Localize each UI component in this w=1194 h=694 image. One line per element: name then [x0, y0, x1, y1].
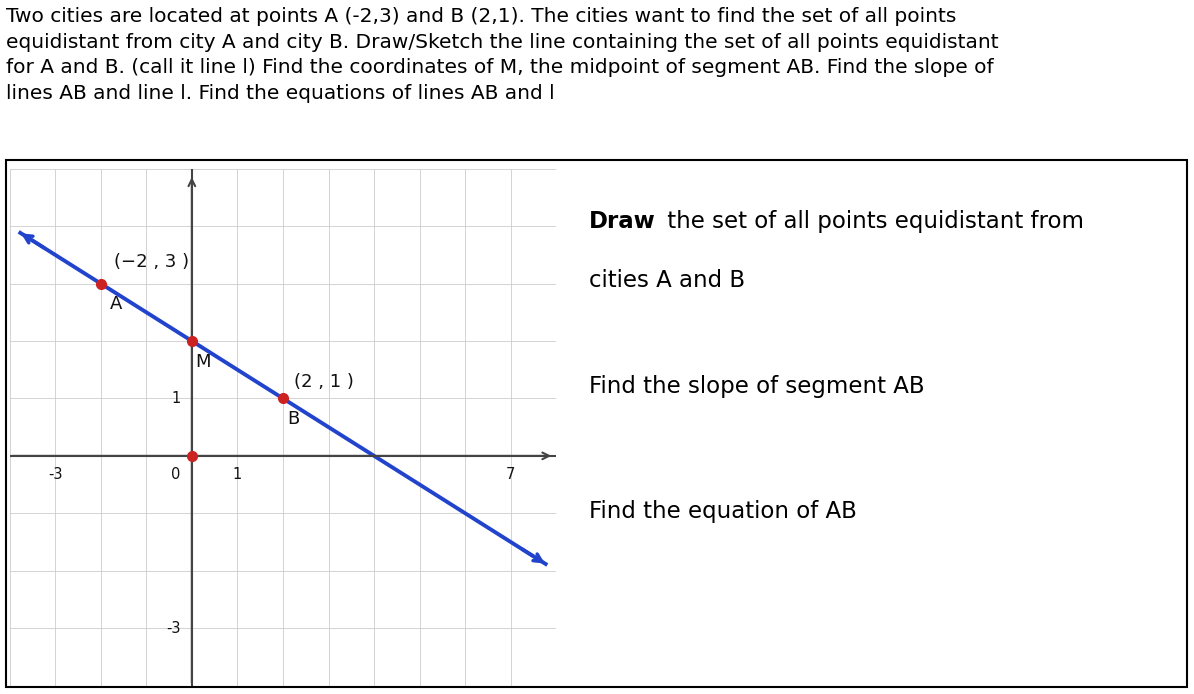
Text: Draw: Draw — [589, 210, 656, 233]
Text: 0: 0 — [171, 467, 180, 482]
Text: Two cities are located at points A (-2,3) and B (2,1). The cities want to find t: Two cities are located at points A (-2,3… — [6, 7, 998, 103]
Text: 1: 1 — [171, 391, 180, 406]
Text: 7: 7 — [506, 467, 516, 482]
Text: B: B — [288, 410, 300, 428]
Text: (2 , 1 ): (2 , 1 ) — [295, 373, 355, 391]
Text: Find the slope of segment AB: Find the slope of segment AB — [589, 375, 925, 398]
Text: -3: -3 — [48, 467, 62, 482]
Text: -3: -3 — [166, 620, 180, 636]
Text: A: A — [110, 296, 122, 314]
Text: the set of all points equidistant from: the set of all points equidistant from — [660, 210, 1084, 233]
Text: 1: 1 — [233, 467, 242, 482]
Text: M: M — [196, 353, 211, 371]
Text: cities A and B: cities A and B — [589, 269, 745, 292]
Text: (−2 , 3 ): (−2 , 3 ) — [115, 253, 190, 271]
Text: Find the equation of AB: Find the equation of AB — [589, 500, 857, 523]
